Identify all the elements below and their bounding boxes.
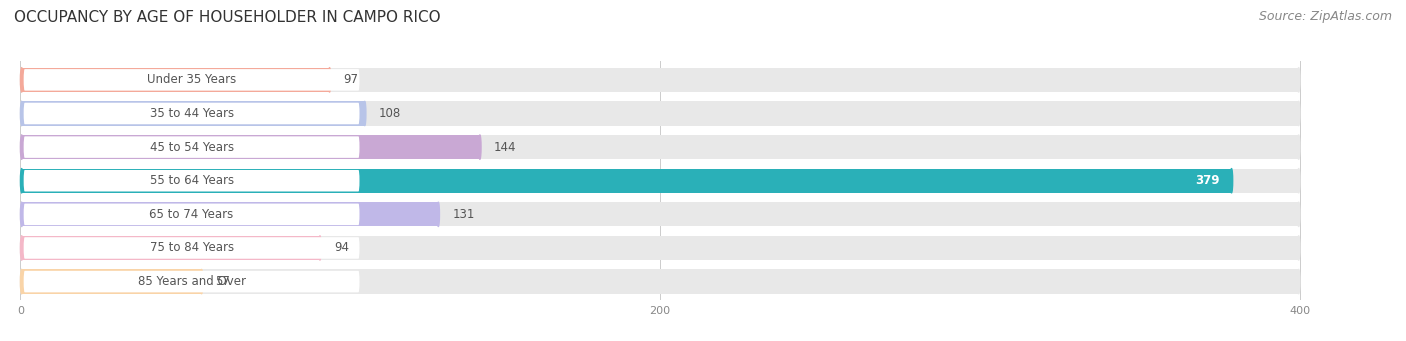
FancyBboxPatch shape xyxy=(24,204,360,225)
Text: 57: 57 xyxy=(215,275,231,288)
Text: 379: 379 xyxy=(1195,174,1220,187)
Circle shape xyxy=(21,68,22,92)
Bar xyxy=(21,135,479,159)
Circle shape xyxy=(21,269,22,294)
Circle shape xyxy=(1298,101,1301,125)
Circle shape xyxy=(201,269,202,294)
Circle shape xyxy=(364,101,366,125)
Bar xyxy=(21,169,1299,193)
Circle shape xyxy=(1298,202,1301,226)
Circle shape xyxy=(319,236,321,260)
Circle shape xyxy=(21,269,22,294)
Circle shape xyxy=(21,101,22,125)
Circle shape xyxy=(21,169,22,193)
Text: 131: 131 xyxy=(453,208,475,221)
Bar xyxy=(21,68,329,92)
Circle shape xyxy=(21,68,22,92)
Text: 108: 108 xyxy=(378,107,401,120)
Bar xyxy=(21,169,1232,193)
Text: 94: 94 xyxy=(333,241,349,254)
Bar xyxy=(21,202,1299,226)
Text: Under 35 Years: Under 35 Years xyxy=(148,73,236,86)
FancyBboxPatch shape xyxy=(24,69,360,91)
Text: 75 to 84 Years: 75 to 84 Years xyxy=(149,241,233,254)
Circle shape xyxy=(1298,236,1301,260)
FancyBboxPatch shape xyxy=(24,237,360,259)
Text: Source: ZipAtlas.com: Source: ZipAtlas.com xyxy=(1258,10,1392,23)
Circle shape xyxy=(21,135,22,159)
Text: 144: 144 xyxy=(494,140,516,153)
Bar xyxy=(21,269,201,294)
Circle shape xyxy=(21,169,22,193)
Text: 45 to 54 Years: 45 to 54 Years xyxy=(149,140,233,153)
Circle shape xyxy=(21,202,22,226)
Circle shape xyxy=(1230,169,1233,193)
Bar xyxy=(21,202,439,226)
Circle shape xyxy=(329,68,330,92)
Circle shape xyxy=(21,135,22,159)
Bar xyxy=(21,101,364,125)
FancyBboxPatch shape xyxy=(24,103,360,124)
Circle shape xyxy=(21,236,22,260)
Bar xyxy=(21,68,1299,92)
Bar xyxy=(21,269,1299,294)
Circle shape xyxy=(1298,135,1301,159)
Bar xyxy=(21,101,1299,125)
Text: 65 to 74 Years: 65 to 74 Years xyxy=(149,208,233,221)
FancyBboxPatch shape xyxy=(24,136,360,158)
Circle shape xyxy=(478,135,481,159)
Text: 55 to 64 Years: 55 to 64 Years xyxy=(149,174,233,187)
Circle shape xyxy=(21,101,22,125)
Bar xyxy=(21,236,321,260)
FancyBboxPatch shape xyxy=(24,170,360,192)
Circle shape xyxy=(1298,68,1301,92)
Text: 97: 97 xyxy=(343,73,359,86)
Text: 35 to 44 Years: 35 to 44 Years xyxy=(149,107,233,120)
Circle shape xyxy=(437,202,440,226)
Text: 85 Years and Over: 85 Years and Over xyxy=(138,275,246,288)
Text: OCCUPANCY BY AGE OF HOUSEHOLDER IN CAMPO RICO: OCCUPANCY BY AGE OF HOUSEHOLDER IN CAMPO… xyxy=(14,10,440,25)
Circle shape xyxy=(1298,269,1301,294)
Circle shape xyxy=(21,236,22,260)
Circle shape xyxy=(21,202,22,226)
Bar xyxy=(21,135,1299,159)
Circle shape xyxy=(1298,169,1301,193)
FancyBboxPatch shape xyxy=(24,271,360,292)
Bar xyxy=(21,236,1299,260)
